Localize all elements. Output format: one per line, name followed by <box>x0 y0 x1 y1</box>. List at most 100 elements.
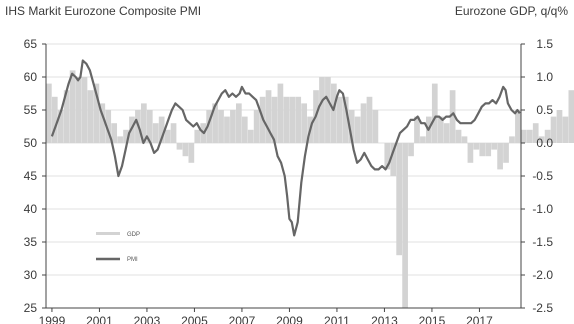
gdp-bar <box>521 129 527 143</box>
gdp-bar <box>123 129 129 143</box>
chart-title-right: Eurozone GDP, q/q% <box>454 4 568 18</box>
gdp-bar <box>117 136 123 143</box>
gdp-bar <box>562 116 569 143</box>
gdp-bar <box>473 143 480 150</box>
gdp-bar <box>348 110 355 143</box>
gdp-bar <box>105 110 112 143</box>
gdp-bar <box>491 143 498 150</box>
left-tick-label: 55 <box>24 103 38 117</box>
right-tick-label: 0.0 <box>536 136 553 150</box>
gdp-bar <box>224 116 230 143</box>
left-tick-label: 30 <box>24 268 38 282</box>
gdp-bar <box>277 83 284 143</box>
right-tick-label: -1.0 <box>532 202 553 216</box>
gdp-bar <box>301 103 308 143</box>
gdp-bar <box>152 123 159 143</box>
x-tick-label: 2003 <box>134 314 161 324</box>
gdp-bar <box>509 136 515 143</box>
gdp-bar <box>289 96 296 143</box>
x-tick-label: 2001 <box>86 314 113 324</box>
gdp-bar <box>390 143 397 176</box>
gdp-bar <box>503 143 509 163</box>
gridlines <box>46 43 521 309</box>
gdp-bar <box>176 143 183 150</box>
x-tick-label: 2007 <box>229 314 256 324</box>
right-tick-label: 1.0 <box>536 70 553 84</box>
gdp-bar <box>253 110 260 143</box>
gdp-bar <box>556 110 563 143</box>
gdp-bar <box>218 110 224 143</box>
gdp-bar <box>437 116 444 143</box>
x-tick-label: 2005 <box>181 314 208 324</box>
left-tick-label: 65 <box>24 37 38 51</box>
gdp-bar <box>111 123 118 143</box>
gdp-bar <box>366 96 373 143</box>
gdp-bar <box>526 129 533 143</box>
gdp-bar <box>57 110 64 143</box>
right-tick-label: 1.5 <box>536 37 553 51</box>
right-tick-label: -1.5 <box>532 235 553 249</box>
right-tick-label: -2.5 <box>532 301 553 315</box>
gdp-bar <box>236 103 242 143</box>
gdp-bar <box>63 90 70 143</box>
left-tick-label: 50 <box>24 136 38 150</box>
gdp-bar <box>342 96 349 143</box>
gdp-bar <box>485 143 492 157</box>
gdp-bar <box>81 77 88 143</box>
gdp-bar <box>170 123 177 143</box>
gdp-bar <box>241 116 248 143</box>
x-tick-label: 2017 <box>466 314 493 324</box>
gdp-bar <box>354 116 361 143</box>
legend-gdp-swatch <box>96 232 120 235</box>
gdp-bar <box>319 77 325 143</box>
gdp-bar <box>247 129 254 143</box>
x-tick-label: 2009 <box>276 314 303 324</box>
gdp-bar <box>336 96 343 143</box>
x-tick-label: 2015 <box>419 314 446 324</box>
gdp-bar <box>331 83 337 143</box>
x-tick-label: 1999 <box>39 314 66 324</box>
gdp-bar <box>538 136 545 143</box>
gdp-bar <box>431 83 438 143</box>
gdp-bar <box>325 77 331 143</box>
pmi-line-group <box>50 59 521 237</box>
gdp-bar <box>402 143 408 308</box>
gdp-bar <box>194 129 201 143</box>
gdp-bar <box>360 103 367 143</box>
gdp-bar <box>384 143 391 170</box>
gdp-bar <box>46 83 52 143</box>
gdp-bar <box>51 96 58 143</box>
gdp-bar <box>550 116 557 143</box>
pmi-line <box>50 59 521 237</box>
chart-title-left: IHS Markit Eurozone Composite PMI <box>5 4 202 18</box>
gdp-bar <box>295 96 302 143</box>
left-axis-ticks: 25 30 35 40 45 50 55 60 65 <box>24 37 46 315</box>
gdp-bar <box>544 129 551 143</box>
gdp-bar <box>414 116 420 143</box>
gdp-bar <box>141 103 147 143</box>
gdp-bar <box>408 143 414 157</box>
legend-gdp-label: GDP <box>127 232 140 238</box>
right-axis-ticks: 1.5 1.0 0.5 0.0 -0.5 -1.0 -1.5 -2.0 -2.5 <box>521 37 553 315</box>
gdp-bar <box>515 110 521 143</box>
right-tick-label: -0.5 <box>532 169 553 183</box>
gdp-bar <box>93 83 100 143</box>
gdp-bar <box>69 70 76 143</box>
right-tick-label: -2.0 <box>532 268 553 282</box>
gdp-bar <box>479 143 486 157</box>
gdp-bar <box>449 90 456 143</box>
gdp-bar <box>396 143 403 256</box>
gdp-bar <box>99 103 106 143</box>
left-tick-label: 25 <box>24 301 38 315</box>
gdp-bar <box>455 129 462 143</box>
gdp-bar <box>212 103 218 143</box>
gdp-bar <box>164 129 171 143</box>
gdp-bar <box>283 96 290 143</box>
gdp-bar <box>568 90 574 143</box>
right-tick-label: 0.5 <box>536 103 553 117</box>
legend: GDP PMI <box>96 232 140 263</box>
gdp-bar <box>75 77 82 143</box>
gdp-bar <box>372 110 379 143</box>
gdp-bar <box>467 143 474 163</box>
x-tick-label: 2011 <box>324 314 350 324</box>
